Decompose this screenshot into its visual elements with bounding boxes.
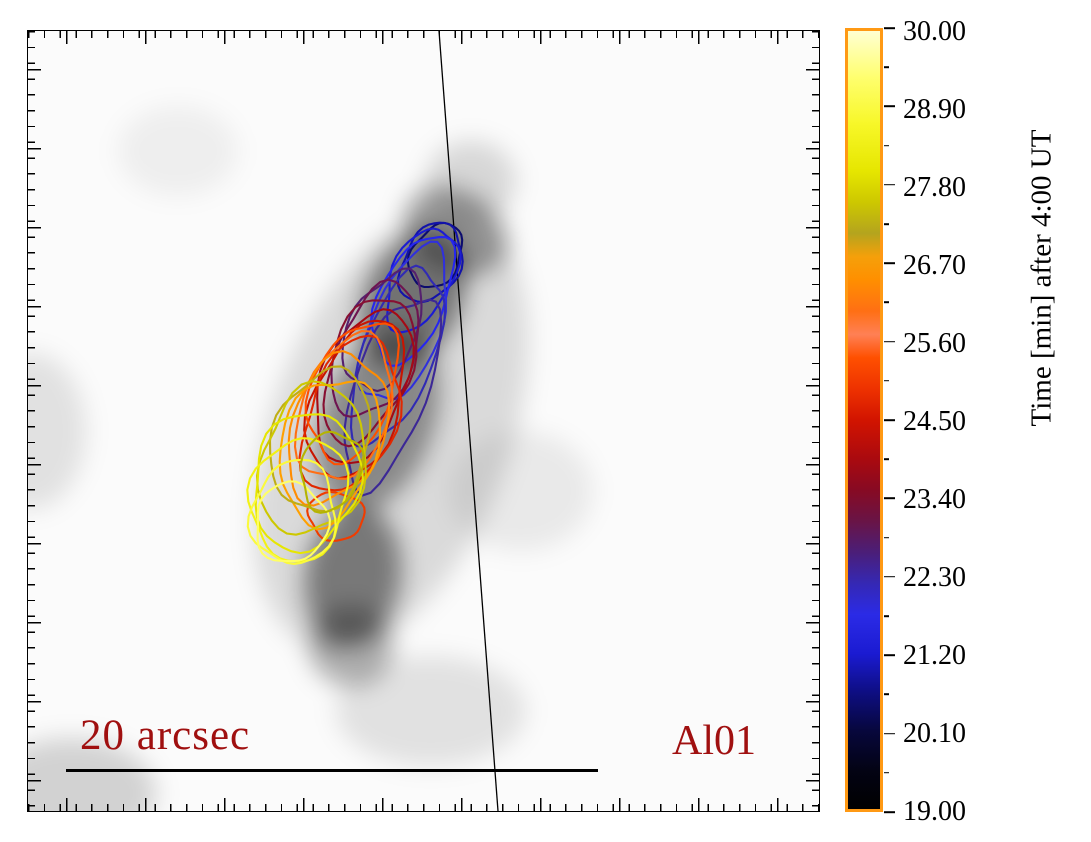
time-contour [304,322,400,466]
time-contour [349,264,447,448]
time-contour [406,221,464,289]
colorbar-major-tick [884,654,895,656]
scale-bar-label: 20 arcsec [80,712,251,759]
colorbar-minor-tick [884,66,889,68]
colorbar-minor-tick [884,223,889,225]
time-contour [341,267,423,393]
time-contour [246,458,337,565]
time-contour [298,334,403,492]
scale-bar-line [66,769,598,772]
intensity-blob [426,141,516,221]
colorbar-ticks [884,27,898,813]
colorbar-minor-tick [884,144,889,147]
time-contour [293,330,394,480]
intensity-blob [309,606,393,686]
colorbar-tick-label: 20.10 [903,718,966,749]
colorbar-major-tick [884,576,895,578]
colorbar-minor-tick [884,301,889,304]
colorbar-tick-label: 19.00 [903,796,966,827]
colorbar-minor-tick [884,458,889,460]
limb-line [438,31,499,811]
colorbar-tick-label: 24.50 [903,406,966,437]
panel-label: Al01 [672,718,756,764]
colorbar-major-tick [884,340,895,343]
time-contour [322,299,418,448]
colorbar-major-tick [884,105,895,108]
intensity-blob [449,431,593,551]
colorbar-minor-tick [884,380,889,382]
colorbar-tick-label: 30.00 [903,16,966,47]
intensity-blob [336,656,526,766]
colorbar-major-tick [884,811,895,813]
colorbar-major-tick [884,262,895,264]
grayscale-background-image [28,31,819,811]
time-contour [299,430,366,514]
colorbar-major-tick [884,497,895,500]
time-contour [246,437,350,563]
time-contour [287,350,391,507]
colorbar-minor-tick [884,615,889,617]
colorbar-major-tick [884,27,895,29]
colorbar-tick-labels: 30.00 28.90 27.80 26.70 25.60 24.50 23.40 22.30… [903,16,1023,827]
colorbar-gradient [848,31,880,809]
colorbar-tick-label: 28.90 [903,94,966,125]
colorbar [845,28,883,812]
plot-area: 20 arcsec Al01 [27,30,820,812]
time-contour [255,380,367,536]
colorbar-minor-tick [884,693,889,696]
contour-overlay [246,31,499,811]
colorbar-major-tick [884,419,895,421]
colorbar-tick-label: 25.60 [903,328,966,359]
colorbar-minor-tick [884,772,889,774]
time-contour [316,308,415,465]
intensity-blob [118,106,238,196]
colorbar-tick-label: 27.80 [903,172,966,203]
colorbar-tick-label: 26.70 [903,250,966,281]
colorbar-tick-label: 23.40 [903,484,966,515]
time-contour [256,480,331,563]
colorbar-title: Time [min] after 4:00 UT [1025,129,1058,427]
colorbar-tick-label: 21.20 [903,640,966,671]
colorbar-major-tick [884,184,895,186]
colorbar-minor-tick [884,536,889,539]
colorbar-major-tick [884,732,895,735]
colorbar-tick-label: 22.30 [903,562,966,593]
time-contour [303,319,406,480]
